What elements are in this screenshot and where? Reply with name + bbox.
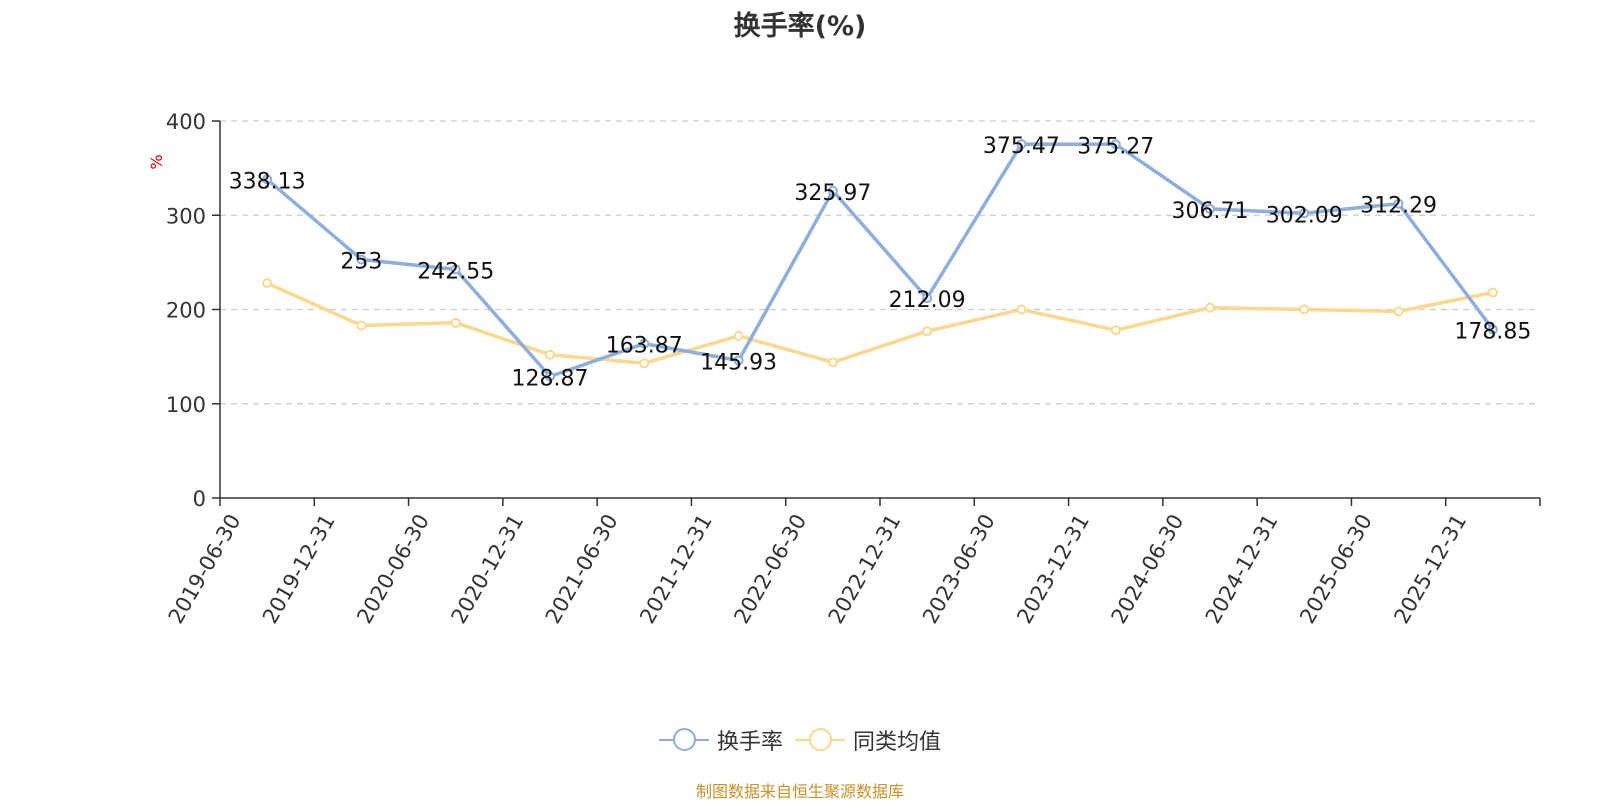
data-point — [1487, 324, 1498, 335]
y-axis-label: % — [147, 154, 166, 169]
data-label: 302.09 — [1266, 203, 1343, 228]
legend: 换手率 同类均值 — [0, 722, 1600, 756]
data-label: 306.71 — [1172, 199, 1249, 224]
chart-title: 换手率(%) — [733, 11, 867, 42]
x-tick-label: 2021-12-31 — [635, 510, 717, 628]
x-tick-label: 2022-06-30 — [729, 510, 811, 628]
data-point — [1299, 304, 1310, 315]
y-tick-label: 400 — [166, 110, 206, 134]
legend-label: 换手率 — [716, 730, 783, 755]
x-tick-label: 2019-06-30 — [164, 510, 246, 628]
y-tick-label: 300 — [166, 204, 206, 228]
y-tick-label: 100 — [166, 393, 206, 417]
data-point — [733, 330, 744, 341]
legend-label: 同类均值 — [853, 730, 942, 755]
x-tick-label: 2025-12-31 — [1389, 510, 1471, 628]
data-label: 375.27 — [1077, 134, 1154, 159]
data-label: 163.87 — [606, 334, 683, 359]
data-point — [262, 174, 273, 185]
data-point — [356, 320, 367, 331]
y-tick-label: 0 — [193, 487, 206, 511]
x-tick-label: 2021-06-30 — [541, 510, 623, 628]
data-point — [545, 371, 555, 382]
x-tick-label: 2025-06-30 — [1295, 510, 1377, 628]
data-label: 375.47 — [983, 134, 1060, 159]
data-point — [1016, 304, 1027, 315]
data-point — [827, 185, 838, 196]
data-label: 242.55 — [417, 259, 494, 284]
data-point — [733, 355, 744, 366]
data-label: 145.93 — [700, 350, 777, 375]
data-point — [922, 293, 933, 304]
x-tick-label: 2020-12-31 — [447, 510, 529, 628]
data-point — [827, 357, 838, 368]
data-label: 253 — [340, 250, 382, 275]
legend-circle-icon — [672, 728, 696, 751]
x-tick-label: 2023-12-31 — [1012, 510, 1094, 628]
x-tick-label: 2022-12-31 — [824, 510, 906, 628]
x-tick-label: 2023-06-30 — [918, 510, 1000, 628]
data-point — [1110, 139, 1121, 150]
x-tick-label: 2019-12-31 — [258, 510, 340, 628]
data-point — [1205, 203, 1215, 214]
data-point — [639, 338, 650, 349]
data-point — [1299, 208, 1310, 219]
data-label: 212.09 — [889, 288, 966, 313]
data-label: 128.87 — [512, 367, 589, 392]
legend-circle-icon — [809, 728, 832, 751]
data-point — [922, 326, 933, 337]
data-point — [356, 254, 367, 265]
series-line — [265, 142, 1495, 379]
data-point — [1205, 302, 1215, 313]
data-point — [450, 264, 461, 275]
legend-item[interactable]: 同类均值 — [795, 724, 941, 756]
data-point — [1393, 198, 1404, 209]
legend-marker-icon — [795, 728, 845, 751]
data-point — [262, 278, 273, 289]
data-label: 312.29 — [1360, 194, 1437, 219]
data-point — [1393, 306, 1404, 317]
data-point — [639, 358, 650, 369]
data-point — [1487, 287, 1498, 298]
x-tick-label: 2020-06-30 — [352, 510, 434, 628]
data-point — [1110, 325, 1121, 336]
data-label: 325.97 — [794, 181, 871, 206]
data-label: 338.13 — [229, 169, 306, 194]
x-tick-label: 2024-12-31 — [1201, 510, 1283, 628]
legend-marker-icon — [658, 728, 709, 751]
data-point — [545, 349, 555, 360]
legend-item[interactable]: 换手率 — [658, 724, 783, 756]
data-point — [1016, 139, 1027, 150]
data-label: 178.85 — [1454, 319, 1531, 344]
x-tick-label: 2024-06-30 — [1107, 510, 1189, 628]
series-line — [265, 281, 1495, 365]
source-note: 制图数据来自恒生聚源数据库 — [695, 782, 904, 801]
data-point — [450, 317, 461, 328]
y-tick-label: 200 — [166, 299, 206, 323]
